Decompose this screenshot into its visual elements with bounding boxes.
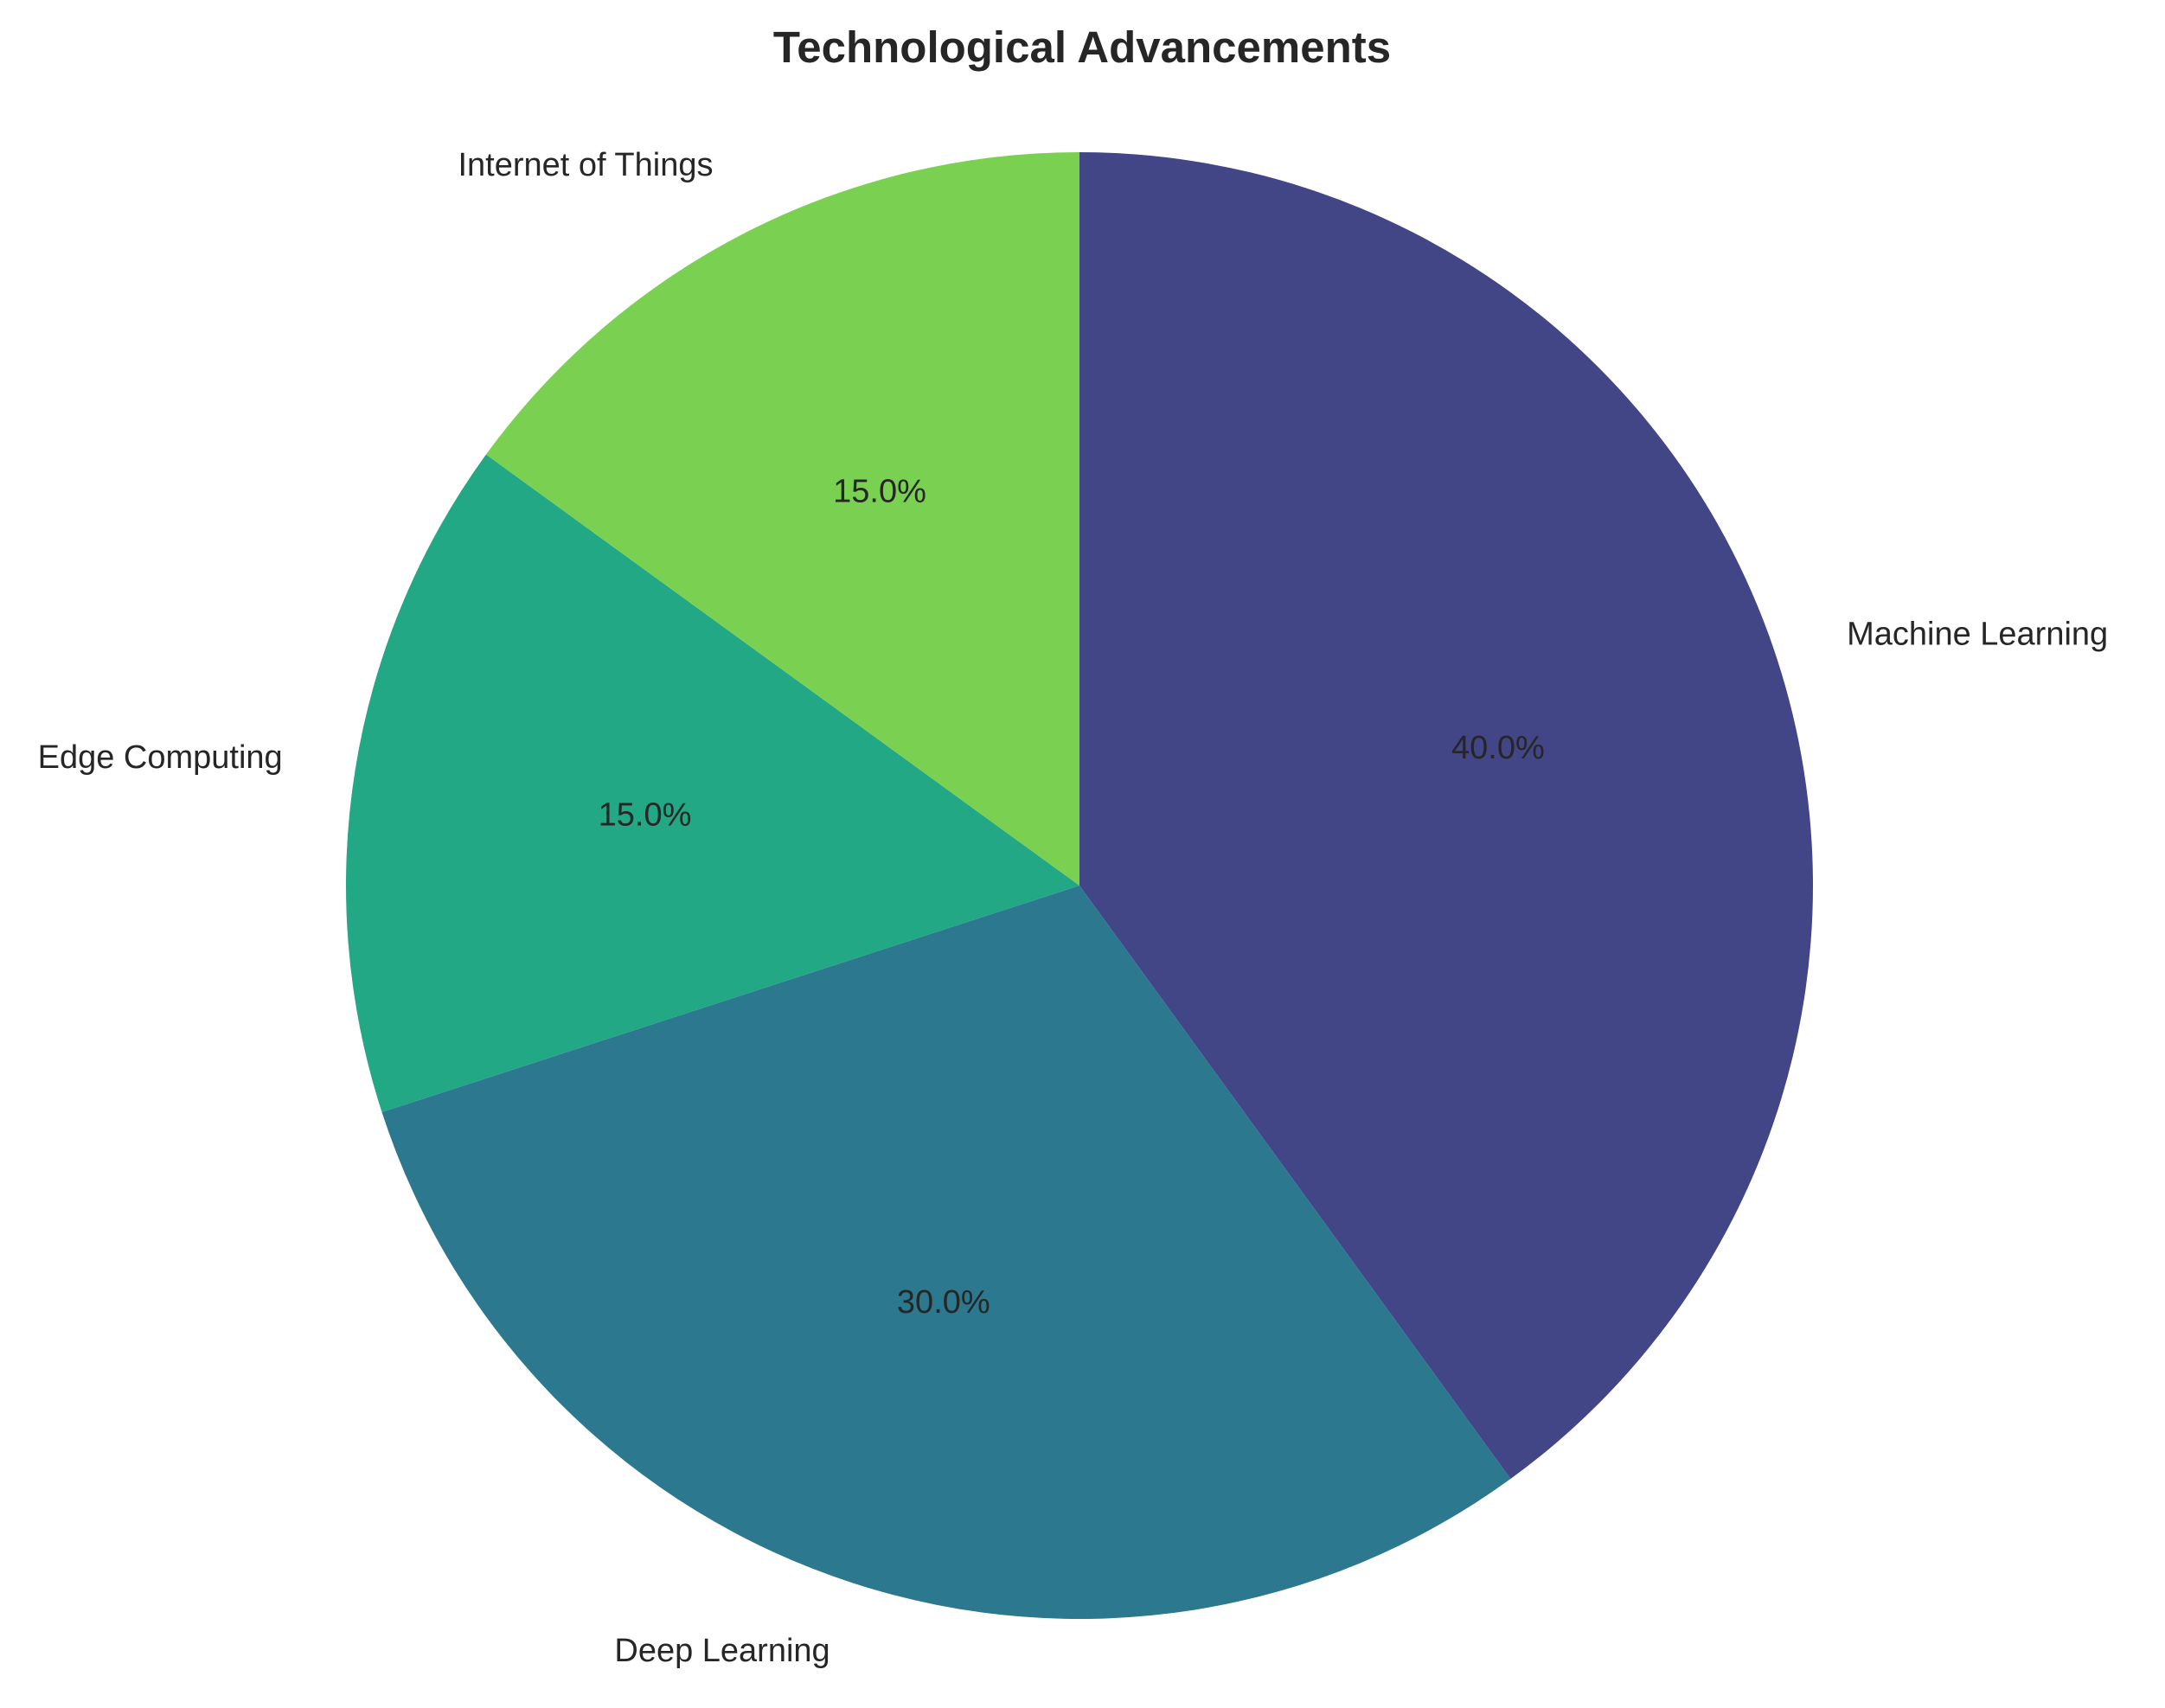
pie-labels: Machine Learning 40.0% Deep Learning 30.0% E… [38, 147, 2109, 1669]
chart-title: Technological Advancements [773, 22, 1391, 72]
pie-slice-machine-learning [1079, 152, 1814, 1480]
slice-percent-edge-computing: 15.0% [599, 796, 692, 833]
slice-label-machine-learning: Machine Learning [1847, 617, 2108, 653]
pie-slice-deep-learning [381, 886, 1511, 1620]
slice-percent-machine-learning: 40.0% [1451, 730, 1545, 766]
slice-percent-deep-learning: 30.0% [897, 1284, 990, 1321]
slice-label-internet-of-things: Internet of Things [458, 147, 713, 183]
pie-slice-edge-computing [345, 454, 1079, 1113]
pie-slice-internet-of-things [485, 152, 1079, 886]
pie-slices [345, 152, 1814, 1620]
slice-percent-internet-of-things: 15.0% [833, 474, 926, 510]
slice-label-deep-learning: Deep Learning [614, 1633, 829, 1669]
slice-label-edge-computing: Edge Computing [38, 739, 283, 776]
